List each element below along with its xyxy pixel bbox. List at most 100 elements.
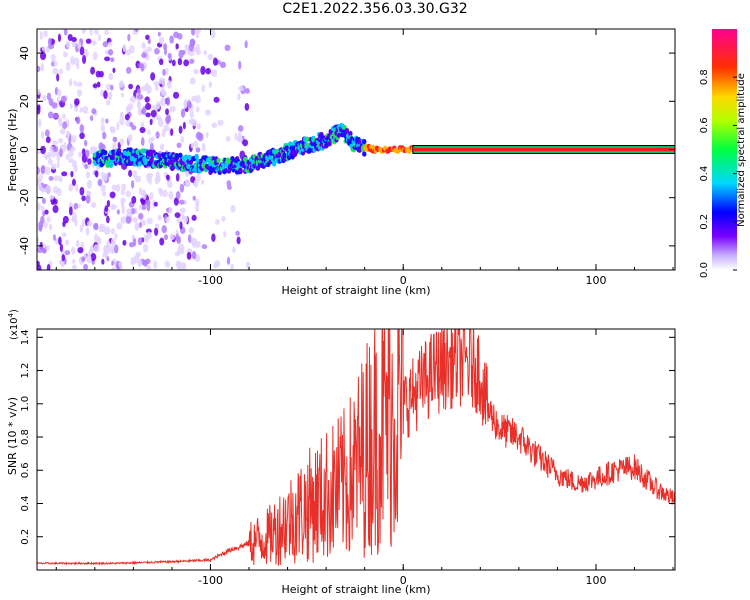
noise-speckle bbox=[77, 41, 82, 50]
noise-speckle bbox=[102, 41, 109, 48]
noise-speckle bbox=[68, 183, 74, 192]
noise-speckle bbox=[114, 244, 119, 254]
noise-speckle bbox=[160, 97, 166, 107]
noise-speckle bbox=[100, 172, 105, 180]
noise-speckle bbox=[61, 232, 67, 238]
noise-speckle bbox=[46, 263, 51, 270]
noise-speckle bbox=[143, 234, 148, 243]
noise-speckle bbox=[244, 102, 250, 111]
noise-speckle bbox=[119, 111, 124, 118]
noise-speckle bbox=[159, 237, 165, 246]
noise-speckle bbox=[127, 33, 131, 42]
noise-speckle bbox=[131, 180, 135, 189]
noise-speckle bbox=[71, 264, 77, 270]
signal-blob bbox=[255, 165, 261, 171]
noise-speckle bbox=[59, 128, 66, 135]
noise-speckle bbox=[164, 260, 171, 268]
noise-speckle bbox=[59, 243, 63, 252]
noise-speckle bbox=[52, 140, 58, 146]
signal-blob bbox=[149, 157, 154, 163]
noise-speckle bbox=[42, 197, 46, 205]
colorbar-tick-label: 0.0 bbox=[699, 262, 710, 278]
noise-speckle bbox=[92, 51, 98, 61]
x-tick-label: -100 bbox=[198, 574, 223, 587]
noise-speckle bbox=[53, 113, 59, 119]
noise-speckle bbox=[245, 88, 250, 94]
noise-speckle bbox=[44, 209, 49, 215]
noise-speckle bbox=[93, 244, 100, 253]
noise-speckle bbox=[52, 205, 59, 214]
noise-speckle bbox=[116, 121, 120, 131]
x-tick-label: 100 bbox=[585, 574, 606, 587]
noise-speckle bbox=[173, 31, 180, 39]
noise-speckle bbox=[182, 215, 189, 224]
noise-speckle bbox=[195, 203, 199, 213]
y-tick-label: -40 bbox=[18, 237, 31, 255]
noise-speckle bbox=[193, 46, 200, 53]
noise-speckle bbox=[64, 250, 71, 256]
noise-speckle bbox=[79, 186, 85, 196]
noise-speckle bbox=[171, 59, 176, 67]
noise-speckle bbox=[37, 246, 43, 254]
snr-ylabel: SNR (10 * v/v) bbox=[6, 397, 19, 475]
noise-speckle bbox=[104, 205, 109, 212]
noise-speckle bbox=[165, 174, 170, 181]
noise-speckle bbox=[173, 197, 179, 206]
noise-speckle bbox=[86, 254, 92, 264]
signal-blob bbox=[327, 141, 332, 147]
noise-speckle bbox=[38, 220, 44, 229]
x-tick-label: -100 bbox=[198, 274, 223, 287]
noise-speckle bbox=[180, 135, 184, 144]
noise-speckle bbox=[107, 41, 113, 47]
noise-speckle bbox=[128, 44, 135, 54]
noise-speckle bbox=[125, 216, 132, 224]
noise-speckle bbox=[57, 138, 64, 144]
noise-speckle bbox=[75, 184, 79, 192]
noise-speckle bbox=[106, 240, 111, 250]
noise-speckle bbox=[145, 112, 151, 118]
noise-speckle bbox=[72, 160, 78, 169]
noise-speckle bbox=[56, 96, 60, 105]
noise-speckle bbox=[42, 243, 46, 249]
noise-speckle bbox=[174, 212, 181, 218]
noise-speckle bbox=[104, 29, 109, 35]
noise-speckle bbox=[175, 43, 179, 50]
snr-data bbox=[37, 329, 675, 566]
noise-speckle bbox=[203, 49, 207, 56]
noise-speckle bbox=[61, 171, 68, 177]
noise-speckle bbox=[85, 194, 91, 204]
noise-speckle bbox=[242, 139, 249, 147]
noise-speckle bbox=[125, 190, 131, 198]
signal-blob bbox=[195, 158, 200, 164]
noise-speckle bbox=[153, 260, 158, 270]
noise-speckle bbox=[129, 121, 134, 128]
svg-text:(x104): (x104) bbox=[7, 309, 20, 340]
noise-speckle bbox=[70, 170, 74, 178]
noise-speckle bbox=[110, 228, 116, 235]
noise-speckle bbox=[212, 57, 218, 66]
noise-speckle bbox=[102, 131, 107, 140]
noise-speckle bbox=[165, 67, 169, 76]
noise-speckle bbox=[178, 49, 184, 59]
noise-speckle bbox=[128, 241, 135, 248]
noise-speckle bbox=[58, 68, 64, 75]
noise-speckle bbox=[42, 95, 47, 101]
noise-speckle bbox=[94, 222, 99, 231]
noise-speckle bbox=[141, 199, 146, 206]
noise-speckle bbox=[244, 40, 248, 49]
signal-blob bbox=[178, 152, 183, 158]
noise-speckle bbox=[47, 151, 52, 160]
noise-speckle bbox=[137, 94, 144, 100]
noise-speckle bbox=[37, 236, 40, 246]
noise-speckle bbox=[119, 116, 125, 126]
noise-speckle bbox=[110, 203, 115, 211]
noise-speckle bbox=[122, 239, 127, 246]
signal-blob bbox=[216, 157, 221, 164]
noise-speckle bbox=[71, 178, 76, 187]
noise-speckle bbox=[175, 173, 180, 182]
noise-speckle bbox=[191, 239, 197, 249]
signal-blob bbox=[174, 152, 180, 159]
noise-speckle bbox=[118, 80, 125, 88]
noise-speckle bbox=[137, 237, 143, 246]
noise-speckle bbox=[59, 148, 63, 158]
